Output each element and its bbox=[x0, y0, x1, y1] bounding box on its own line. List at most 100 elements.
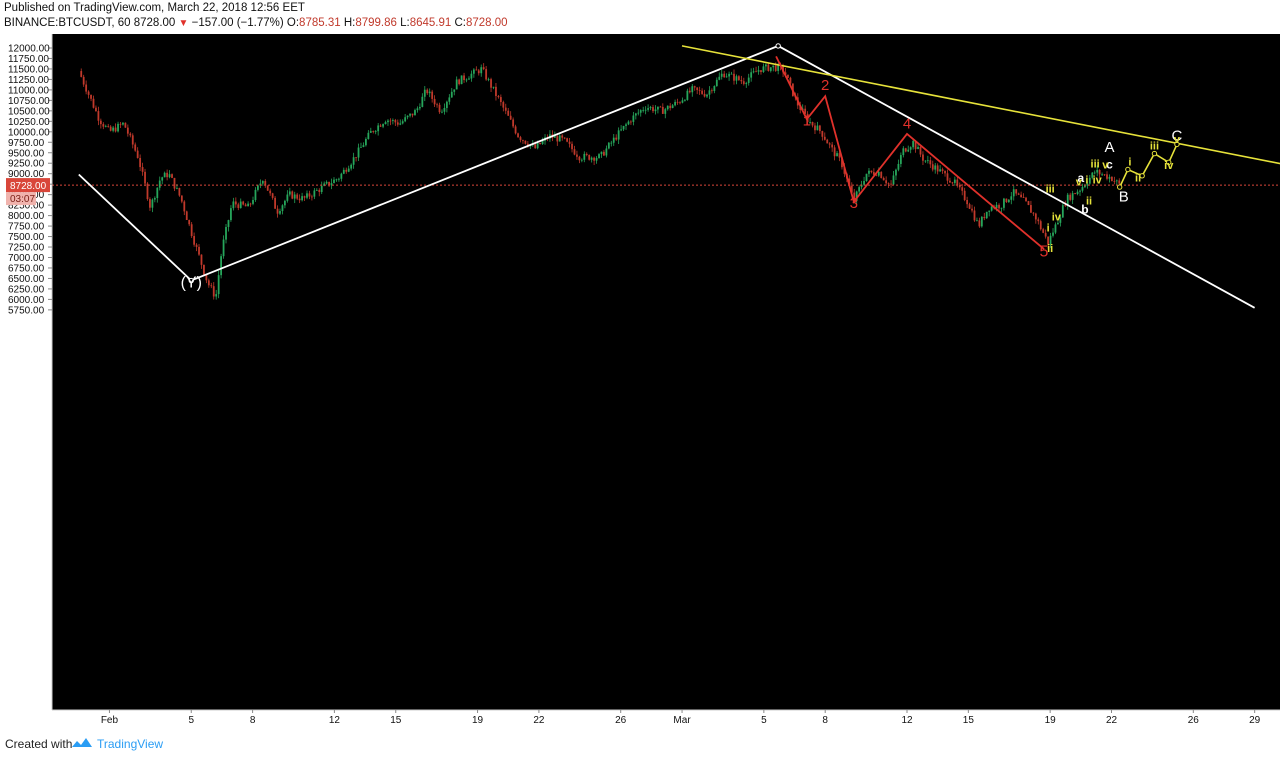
trendline-handle[interactable] bbox=[188, 277, 194, 284]
candle-body bbox=[1061, 205, 1064, 218]
candle-body bbox=[772, 65, 775, 68]
x-tick-label: 8 bbox=[250, 715, 256, 726]
candle-body bbox=[973, 210, 976, 221]
candle-body bbox=[929, 160, 932, 165]
candle-body bbox=[723, 73, 726, 78]
candle-body bbox=[764, 64, 767, 67]
candle-body bbox=[342, 169, 345, 174]
wave-label: iv bbox=[1164, 160, 1174, 172]
candle-body bbox=[134, 144, 137, 151]
candle-body bbox=[460, 75, 463, 85]
trendline-handle[interactable] bbox=[1116, 184, 1123, 190]
candle-body bbox=[475, 69, 478, 71]
candle-body bbox=[681, 100, 684, 103]
trendline-white[interactable] bbox=[78, 44, 1256, 309]
candle-body bbox=[281, 205, 284, 212]
candle-body bbox=[210, 285, 213, 287]
candle-body bbox=[1088, 177, 1091, 184]
trendline-red-impulse[interactable] bbox=[775, 56, 1045, 250]
x-tick-label: 19 bbox=[1045, 715, 1057, 726]
candle-body bbox=[541, 140, 544, 145]
y-tick-label: 10750.00 bbox=[8, 96, 50, 107]
candle-body bbox=[684, 99, 686, 101]
candle-body bbox=[1042, 229, 1045, 233]
candle-body bbox=[163, 172, 166, 178]
candle-body bbox=[961, 187, 964, 191]
candle-body bbox=[750, 72, 753, 78]
candle-body bbox=[382, 124, 384, 127]
candle-body bbox=[713, 86, 716, 91]
candle-body bbox=[482, 67, 485, 70]
trendline-handle[interactable] bbox=[1139, 173, 1145, 179]
trendline-handle[interactable] bbox=[1125, 166, 1131, 173]
trendline-handle[interactable] bbox=[1166, 159, 1172, 166]
candle-body bbox=[988, 210, 991, 212]
candle-body bbox=[279, 211, 281, 214]
x-tick-label: Mar bbox=[673, 715, 691, 726]
candle-body bbox=[122, 122, 124, 125]
y-tick-label: 11500.00 bbox=[8, 64, 49, 75]
trendline-yellow-projection[interactable] bbox=[1118, 144, 1178, 188]
candle-body bbox=[607, 142, 610, 149]
candle-body bbox=[679, 102, 681, 104]
price-axis[interactable] bbox=[0, 34, 52, 710]
candle-body bbox=[966, 199, 969, 205]
candle-body bbox=[600, 151, 603, 155]
y-tick-label: 6500.00 bbox=[8, 274, 45, 285]
candle-body bbox=[666, 105, 669, 110]
high-value: 8799.86 bbox=[355, 17, 397, 29]
current-price-label: 8728.00 bbox=[10, 181, 47, 192]
y-tick-label: 7750.00 bbox=[8, 222, 45, 233]
candle-body bbox=[980, 216, 983, 227]
candle-body bbox=[919, 147, 922, 155]
candle-body bbox=[661, 106, 664, 114]
y-tick-label: 5750.00 bbox=[8, 305, 45, 316]
candle-body bbox=[850, 185, 853, 193]
trendline-handle[interactable] bbox=[1174, 141, 1180, 148]
candle-body bbox=[320, 185, 323, 192]
candle-body bbox=[384, 122, 387, 125]
candle-body bbox=[124, 122, 127, 128]
candle-body bbox=[193, 236, 196, 245]
candle-body bbox=[404, 117, 407, 122]
trendline-handle[interactable] bbox=[775, 43, 781, 49]
candle-body bbox=[428, 91, 431, 94]
plot-area[interactable] bbox=[52, 34, 1280, 710]
candle-body bbox=[311, 196, 313, 198]
candle-body bbox=[1022, 197, 1025, 198]
candle-body bbox=[92, 98, 95, 108]
candle-body bbox=[777, 64, 780, 71]
candle-body bbox=[809, 122, 811, 123]
candle-body bbox=[1091, 172, 1094, 178]
candle-body bbox=[821, 131, 824, 137]
time-axis[interactable] bbox=[52, 710, 1280, 728]
candle-body bbox=[259, 183, 262, 186]
candle-body bbox=[306, 193, 308, 198]
candle-body bbox=[838, 153, 841, 158]
candle-body bbox=[936, 165, 939, 172]
trendline-yellow-resistance[interactable] bbox=[681, 45, 1280, 167]
candle-body bbox=[612, 137, 615, 143]
candle-body bbox=[757, 70, 760, 72]
candle-body bbox=[738, 76, 740, 80]
candle-body bbox=[647, 108, 650, 110]
candle-body bbox=[639, 110, 642, 113]
y-tick-label: 9750.00 bbox=[8, 138, 45, 149]
countdown-label: 03:07 bbox=[10, 194, 35, 205]
candle-body bbox=[949, 180, 951, 183]
candle-body bbox=[239, 201, 242, 208]
tradingview-link[interactable]: TradingView bbox=[97, 737, 164, 751]
x-tick-label: 12 bbox=[329, 715, 341, 726]
candle-body bbox=[396, 122, 399, 125]
candle-body bbox=[102, 124, 105, 127]
candle-body bbox=[328, 181, 330, 186]
candle-body bbox=[1071, 193, 1074, 200]
candle-body bbox=[377, 125, 380, 132]
trendline-handle[interactable] bbox=[1151, 150, 1158, 157]
candle-body bbox=[774, 65, 777, 71]
candle-body bbox=[325, 181, 328, 184]
wave-label: 1 bbox=[803, 113, 811, 130]
symbol-label[interactable]: BINANCE:BTCUSDT, 60 bbox=[4, 17, 131, 29]
candle-body bbox=[345, 169, 348, 172]
